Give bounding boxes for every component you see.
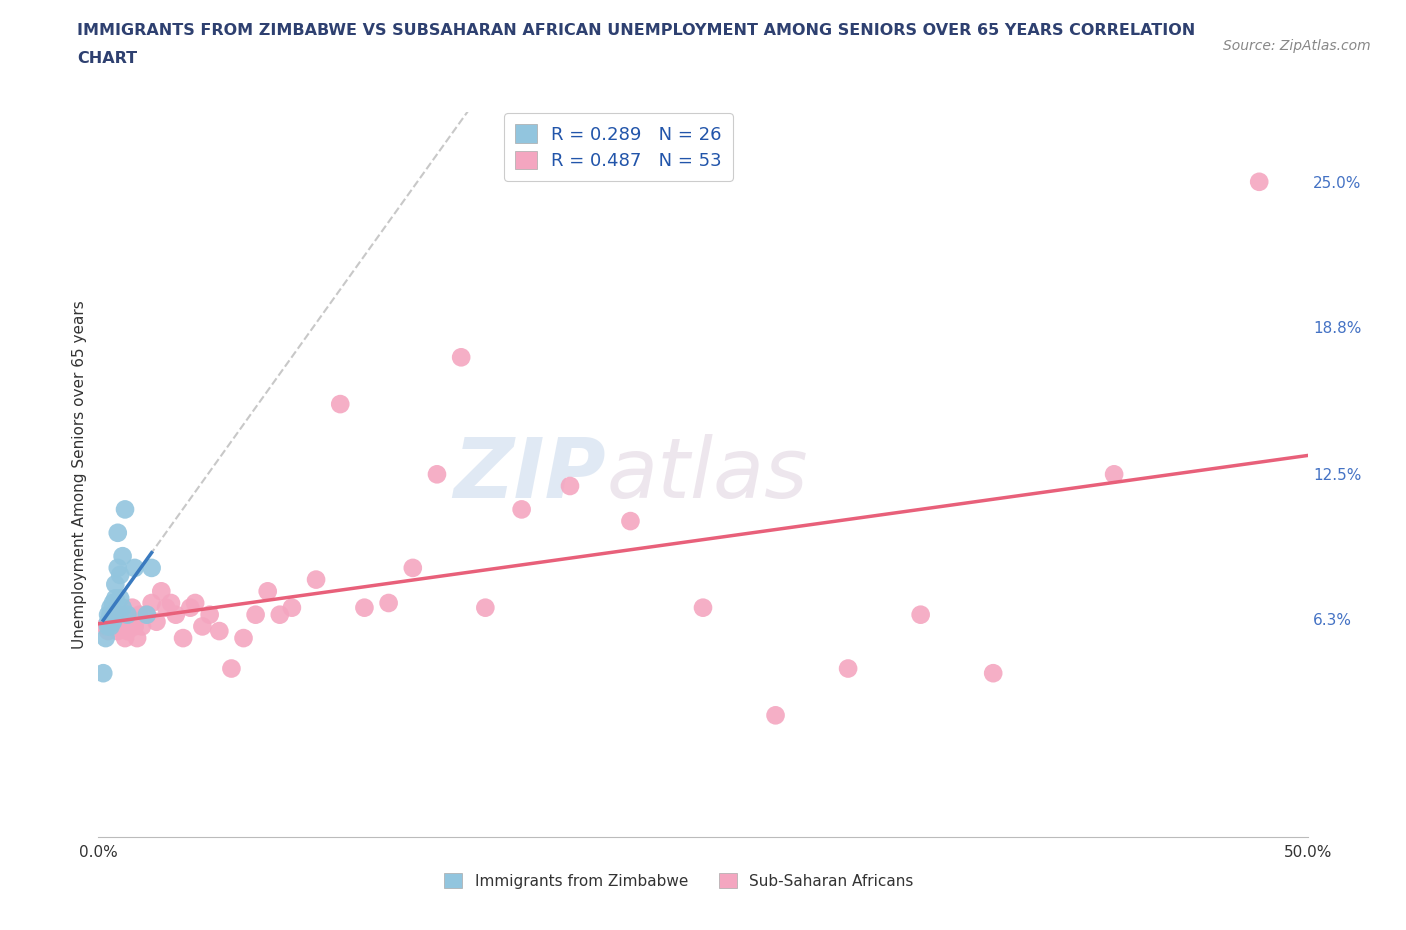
Point: [100, 619, 122, 634]
Point: [111, 600, 134, 615]
Point: [128, 607, 150, 622]
Point: [329, 397, 352, 412]
Text: atlas: atlas: [606, 433, 808, 515]
Point: [191, 619, 214, 634]
Text: IMMIGRANTS FROM ZIMBABWE VS SUBSAHARAN AFRICAN UNEMPLOYMENT AMONG SENIORS OVER 6: IMMIGRANTS FROM ZIMBABWE VS SUBSAHARAN A…: [77, 23, 1195, 38]
Point: [127, 631, 149, 645]
Point: [619, 513, 641, 528]
Point: [107, 624, 129, 639]
Point: [101, 595, 124, 610]
Legend: Immigrants from Zimbabwe, Sub-Saharan Africans: Immigrants from Zimbabwe, Sub-Saharan Af…: [439, 867, 920, 895]
Point: [232, 631, 254, 645]
Point: [1102, 467, 1125, 482]
Point: [111, 619, 134, 634]
Point: [160, 595, 183, 610]
Point: [104, 591, 127, 605]
Point: [256, 584, 278, 599]
Point: [837, 661, 859, 676]
Point: [108, 607, 131, 622]
Point: [135, 607, 157, 622]
Point: [107, 525, 129, 540]
Text: ZIP: ZIP: [454, 433, 606, 515]
Point: [101, 607, 124, 622]
Point: [100, 600, 122, 615]
Point: [269, 607, 291, 622]
Y-axis label: Unemployment Among Seniors over 65 years: Unemployment Among Seniors over 65 years: [72, 300, 87, 649]
Text: CHART: CHART: [77, 51, 138, 66]
Point: [141, 595, 163, 610]
Point: [165, 607, 187, 622]
Point: [208, 624, 231, 639]
Point: [135, 607, 157, 622]
Point: [91, 666, 114, 681]
Point: [353, 600, 375, 615]
Point: [118, 615, 141, 630]
Point: [910, 607, 932, 622]
Point: [145, 615, 167, 630]
Point: [101, 615, 124, 630]
Point: [104, 577, 127, 591]
Point: [97, 607, 120, 622]
Point: [107, 561, 129, 576]
Point: [97, 615, 120, 630]
Point: [765, 708, 787, 723]
Point: [692, 600, 714, 615]
Point: [97, 624, 120, 639]
Point: [184, 595, 207, 610]
Point: [426, 467, 449, 482]
Point: [558, 479, 581, 494]
Point: [510, 502, 533, 517]
Point: [124, 561, 146, 576]
Point: [94, 631, 117, 645]
Point: [155, 600, 177, 615]
Point: [179, 600, 201, 615]
Point: [1249, 174, 1271, 189]
Point: [474, 600, 496, 615]
Point: [221, 661, 243, 676]
Point: [97, 619, 120, 634]
Point: [111, 549, 134, 564]
Point: [124, 619, 146, 634]
Point: [141, 561, 163, 576]
Point: [108, 591, 131, 605]
Point: [94, 619, 117, 634]
Point: [172, 631, 194, 645]
Point: [104, 619, 127, 634]
Point: [114, 502, 136, 517]
Point: [100, 607, 122, 622]
Point: [100, 612, 122, 627]
Point: [198, 607, 221, 622]
Point: [281, 600, 304, 615]
Point: [117, 607, 139, 622]
Point: [108, 567, 131, 582]
Point: [101, 607, 124, 622]
Point: [150, 584, 173, 599]
Point: [245, 607, 267, 622]
Point: [104, 607, 127, 622]
Point: [100, 615, 122, 630]
Point: [450, 350, 472, 365]
Text: Source: ZipAtlas.com: Source: ZipAtlas.com: [1223, 39, 1371, 53]
Point: [114, 631, 136, 645]
Point: [131, 619, 153, 634]
Point: [117, 624, 139, 639]
Point: [402, 561, 425, 576]
Point: [377, 595, 399, 610]
Point: [121, 600, 143, 615]
Point: [305, 572, 328, 587]
Point: [981, 666, 1004, 681]
